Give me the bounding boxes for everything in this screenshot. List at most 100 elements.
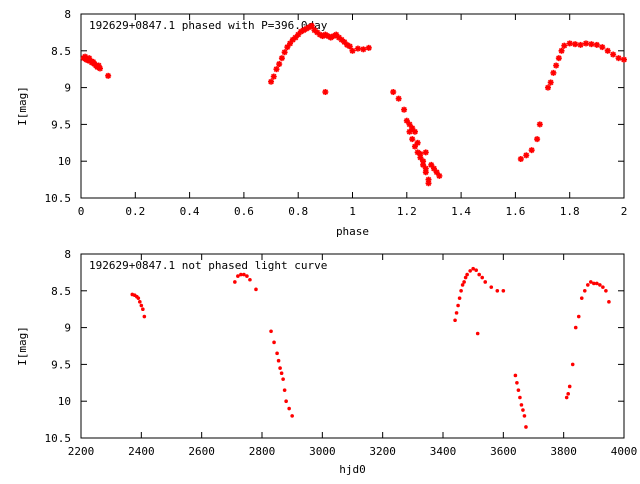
y-tick-label: 8 [64, 8, 71, 21]
data-point [254, 287, 258, 292]
data-point [245, 274, 249, 278]
x-tick-label: 0.4 [180, 205, 200, 218]
data-point [567, 384, 572, 389]
data-point [577, 41, 584, 48]
x-axis-label: phase [336, 225, 369, 238]
y-axis-label: I[mag] [16, 86, 29, 126]
data-point [308, 22, 315, 29]
x-tick-label: 2800 [249, 445, 276, 458]
data-point [480, 275, 485, 280]
data-point [566, 392, 570, 396]
data-point [475, 331, 480, 336]
data-point [365, 44, 372, 51]
data-point [401, 106, 408, 113]
data-point [483, 280, 488, 284]
data-point [279, 371, 284, 376]
x-tick-label: 1.6 [505, 205, 525, 218]
y-tick-label: 10.5 [45, 432, 72, 445]
data-point [390, 89, 397, 96]
data-point [278, 55, 285, 62]
x-tick-label: 2600 [188, 445, 215, 458]
data-point [521, 408, 525, 412]
data-point [269, 329, 273, 334]
data-point [566, 40, 573, 47]
plot-frame [80, 253, 625, 439]
data-point [471, 266, 475, 271]
data-point [459, 289, 463, 293]
data-point [268, 78, 275, 85]
x-tick-label: 2 [621, 205, 628, 218]
data-point [592, 281, 596, 286]
y-tick-label: 10 [58, 395, 71, 408]
data-point [333, 31, 340, 38]
data-point [141, 307, 145, 312]
data-point [414, 139, 421, 146]
x-tick-label: 4000 [611, 445, 638, 458]
x-tick-label: 0.6 [234, 205, 254, 218]
data-point [607, 300, 611, 304]
data-point [547, 79, 554, 86]
data-point [517, 155, 524, 162]
data-point [564, 395, 569, 400]
data-point [588, 41, 595, 48]
data-point [236, 274, 240, 278]
chart-title: 192629+0847.1 not phased light curve [89, 259, 327, 272]
y-axis-label: I[mag] [16, 326, 29, 366]
y-tick-label: 8.5 [51, 45, 71, 58]
data-point [586, 283, 590, 287]
data-point [489, 285, 494, 289]
data-point [453, 318, 457, 323]
data-point [242, 272, 246, 277]
x-tick-label: 1.4 [451, 205, 471, 218]
data-point [136, 296, 141, 300]
x-tick-label: 0.2 [125, 205, 145, 218]
data-point [595, 281, 599, 286]
data-point [553, 62, 560, 69]
data-point [454, 311, 459, 315]
data-point [422, 165, 429, 172]
data-point [349, 47, 356, 54]
y-tick-label: 9 [64, 82, 71, 95]
data-point [515, 381, 519, 385]
data-point [462, 280, 466, 284]
data-point [233, 280, 237, 284]
data-point [582, 289, 587, 293]
data-point [524, 425, 528, 429]
data-point [425, 180, 432, 187]
data-point [474, 268, 478, 272]
data-point [550, 69, 557, 76]
data-point [528, 147, 535, 154]
data-point [604, 289, 608, 293]
y-tick-label: 8.5 [51, 285, 71, 298]
x-tick-label: 3800 [550, 445, 577, 458]
data-point [360, 46, 367, 53]
data-point [579, 296, 584, 300]
data-point [536, 121, 543, 128]
x-tick-label: 2400 [128, 445, 155, 458]
data-point [138, 300, 142, 304]
data-point [278, 366, 282, 370]
data-point [468, 269, 472, 273]
data-point [436, 172, 443, 179]
data-point [501, 289, 506, 293]
data-point [417, 150, 424, 157]
data-point [513, 373, 518, 378]
x-tick-label: 3000 [309, 445, 336, 458]
data-point [325, 33, 332, 40]
x-tick-label: 1.8 [560, 205, 580, 218]
data-point [573, 325, 578, 330]
y-tick-label: 9 [64, 322, 71, 335]
data-point [282, 388, 287, 392]
y-tick-label: 10 [58, 155, 71, 168]
data-point [239, 272, 243, 277]
data-point [272, 340, 276, 345]
x-tick-label: 1.2 [397, 205, 417, 218]
data-point [276, 358, 281, 363]
data-point [589, 280, 593, 284]
x-tick-label: 3200 [369, 445, 396, 458]
plot-frame [80, 13, 625, 199]
data-point [322, 89, 329, 96]
data-point [534, 136, 541, 143]
y-tick-label: 9.5 [51, 358, 71, 371]
